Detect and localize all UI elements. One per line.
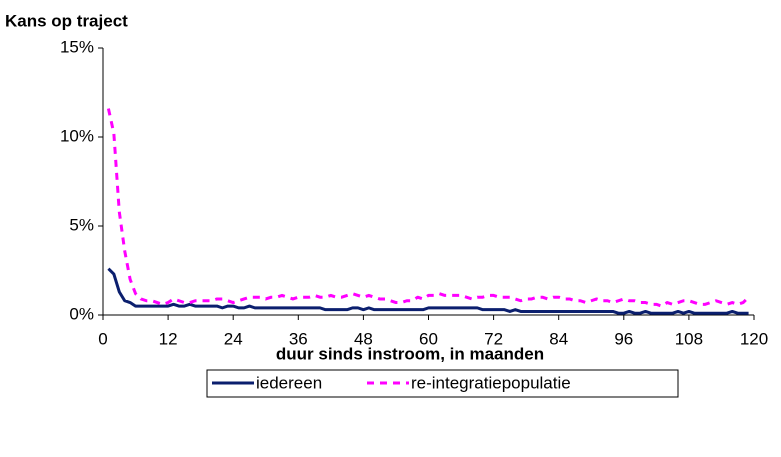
series-line [107,267,749,315]
y-tick-label: 15% [60,37,94,56]
x-tick-label: 84 [549,329,568,348]
legend-label: re-integratiepopulatie [411,373,571,392]
series-line [106,108,750,308]
x-tick-label: 108 [675,329,703,348]
x-axis-label: duur sinds instroom, in maanden [276,344,544,363]
legend-box [206,369,679,398]
legend-label: iedereen [256,373,322,392]
y-tick-label: 5% [69,215,94,234]
x-tick-label: 120 [740,329,768,348]
x-tick-label: 96 [614,329,633,348]
y-tick-label: 10% [60,126,94,145]
y-tick-label: 0% [69,304,94,323]
x-tick-label: 60 [419,329,438,348]
x-tick-label: 12 [159,329,178,348]
x-tick-label: 72 [484,329,503,348]
x-tick-label: 0 [98,329,107,348]
x-tick-label: 48 [354,329,373,348]
x-tick-label: 36 [289,329,308,348]
chart-title: Kans op traject [5,11,128,30]
x-tick-label: 24 [224,329,243,348]
